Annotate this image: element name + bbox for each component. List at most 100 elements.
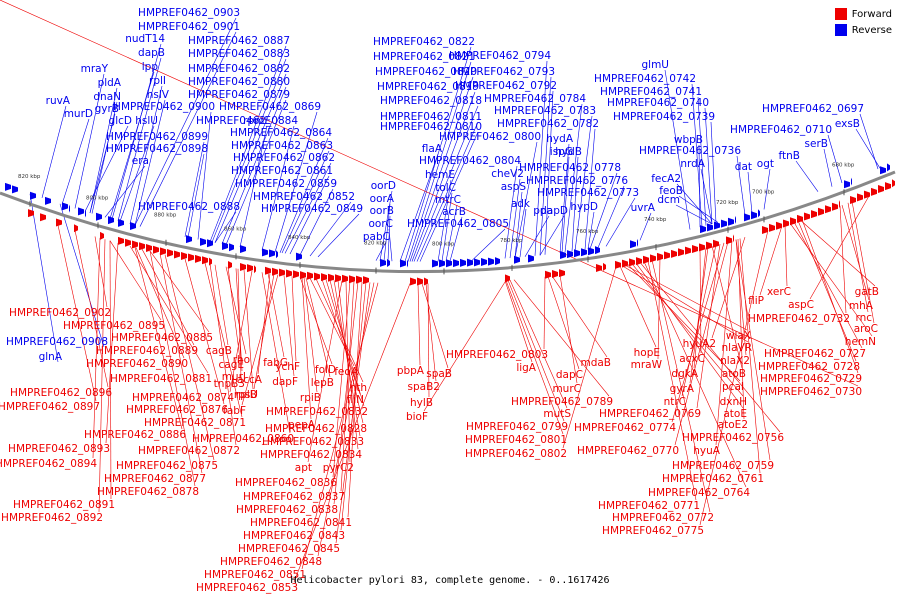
reverse-gene-label: glnA: [39, 351, 63, 363]
reverse-gene-block-seg: [495, 257, 500, 266]
forward-gene-leader-line: [241, 274, 279, 406]
forward-gene-label: HMPREF0462_0828: [265, 423, 367, 435]
forward-gene-leader-line: [657, 258, 661, 360]
reverse-gene-label: HMPREF0462_0861: [231, 165, 333, 177]
forward-gene-block-seg: [293, 270, 299, 279]
forward-gene-label: rpsU: [234, 389, 258, 401]
reverse-gene-block: [118, 218, 124, 227]
reverse-gene-block-seg: [96, 212, 102, 221]
forward-gene-label: bioF: [406, 411, 428, 423]
tick-marks: 820 kbp 800 kbp 880 kbp 860 kbp 840 kbp 820 k…: [18, 162, 855, 275]
forward-gene-label: HMPREF0462_0877: [104, 473, 206, 485]
legend-reverse-label: Reverse: [851, 24, 892, 36]
forward-gene-leader-line: [784, 224, 788, 287]
reverse-gene-label: HMPREF0462_0882: [188, 63, 290, 75]
reverse-gene-leader-line: [514, 191, 523, 258]
reverse-gene-label: aspS: [501, 181, 527, 193]
forward-gene-label: HMPREF0462_0774: [574, 422, 676, 434]
reverse-gene-leader-line: [437, 179, 452, 262]
forward-gene-leader-line: [159, 253, 203, 474]
reverse-gene-label: exsB: [835, 118, 860, 130]
forward-gene-label: HMPREF0462_0891: [13, 499, 115, 511]
forward-gene-label: aspC: [788, 299, 814, 311]
forward-gene-label: aroC: [854, 323, 878, 335]
forward-gene-label: ychF: [275, 361, 300, 373]
reverse-gene-leader-line: [413, 105, 479, 262]
reverse-gene-label: HMPREF0462_0821: [373, 51, 475, 63]
reverse-gene-block: [78, 207, 86, 218]
reverse-gene-label: fecA2: [651, 173, 681, 185]
forward-gene-block: [545, 269, 565, 279]
forward-gene-leader-line: [307, 280, 343, 463]
reverse-gene-label: HMPREF0462_0859: [235, 178, 337, 190]
reverse-gene-block-seg: [567, 250, 573, 259]
tick-label: 860 kbp: [224, 226, 247, 232]
forward-gene-block-seg: [321, 273, 327, 282]
forward-gene-label: HMPREF0462_0836: [235, 477, 337, 489]
forward-gene-label: mraW: [631, 359, 663, 371]
reverse-gene-label: HMPREF0462_0863: [231, 140, 333, 152]
reverse-gene-label: HMPREF0462_0864: [230, 127, 332, 139]
forward-gene-label: HMPREF0462_0727: [764, 348, 866, 360]
forward-gene-block-seg: [181, 252, 187, 261]
forward-gene-block-seg: [552, 269, 558, 278]
forward-gene-leader-line: [325, 279, 365, 407]
reverse-gene-block: [432, 257, 500, 268]
reverse-gene-leader-line: [281, 150, 330, 254]
forward-gene-leader-line: [303, 277, 318, 393]
reverse-gene-leader-line: [827, 134, 843, 184]
reverse-gene-block-seg: [707, 223, 713, 232]
forward-gene-block-seg: [832, 202, 838, 211]
reverse-gene-leader-line: [678, 195, 719, 223]
forward-gene-leader-line: [562, 266, 617, 449]
legend: Forward Reverse: [834, 8, 892, 40]
forward-gene-block-seg: [424, 277, 428, 286]
reverse-gene-label: nrdA: [680, 158, 705, 170]
forward-gene-label: HMPREF0462_0885: [111, 332, 213, 344]
reverse-gene-block: [400, 259, 408, 268]
forward-gene-label: ntrC: [664, 396, 686, 408]
reverse-gene-block-seg: [751, 211, 757, 220]
forward-gene-block-seg: [328, 273, 334, 282]
reverse-gene-leader-line: [539, 76, 552, 256]
forward-gene-label: HMPREF0462_0756: [682, 432, 784, 444]
forward-gene-label: spaB2: [408, 381, 440, 393]
forward-gene-leader-line: [184, 258, 225, 405]
reverse-gene-leader-line: [59, 203, 105, 348]
forward-gene-block-seg: [885, 182, 891, 191]
reverse-gene-block: [222, 242, 234, 252]
forward-gene-label: dgkA: [671, 368, 698, 380]
forward-swatch: [834, 8, 847, 20]
forward-gene-label: HMPREF0462_0872: [138, 445, 240, 457]
forward-gene-block-seg: [699, 243, 705, 252]
forward-gene-block-seg: [74, 224, 78, 233]
forward-gene-leader-line: [547, 276, 580, 370]
forward-gene-label: atoB: [722, 368, 746, 380]
reverse-gene-leader-line: [84, 125, 129, 212]
forward-gene-label: HMPREF0462_0772: [612, 512, 714, 524]
reverse-gene-label: rpmE: [243, 115, 271, 127]
reverse-gene-label: glcD: [109, 115, 132, 127]
reverse-gene-block-seg: [560, 251, 566, 260]
forward-gene-label: HMPREF0462_0896: [10, 387, 112, 399]
forward-gene-leader-line: [109, 240, 162, 321]
forward-gene-leader-line: [759, 225, 783, 296]
reverse-gene-block: [45, 196, 51, 205]
reverse-gene-label: nudT14: [125, 33, 165, 45]
forward-gene-block-seg: [762, 226, 768, 235]
legend-reverse: Reverse: [834, 24, 892, 36]
forward-gene-label: dapF: [272, 376, 298, 388]
forward-gene-block-seg: [188, 253, 194, 262]
forward-gene-label: spaB: [426, 368, 452, 380]
reverse-gene-block-seg: [581, 248, 587, 257]
tick-label: 820 kbp: [364, 241, 387, 247]
forward-gene-leader-line: [674, 241, 729, 446]
forward-gene-block-seg: [825, 205, 831, 214]
forward-gene-label: HMPREF0462_0889: [96, 345, 198, 357]
forward-gene-label: atoE2: [718, 419, 748, 431]
forward-gene-label: hylB: [410, 397, 433, 409]
reverse-gene-leader-line: [119, 125, 155, 222]
forward-gene-leader-line: [57, 225, 97, 402]
reverse-gene-block-seg: [700, 225, 706, 234]
reverse-gene-block-seg: [735, 215, 736, 224]
